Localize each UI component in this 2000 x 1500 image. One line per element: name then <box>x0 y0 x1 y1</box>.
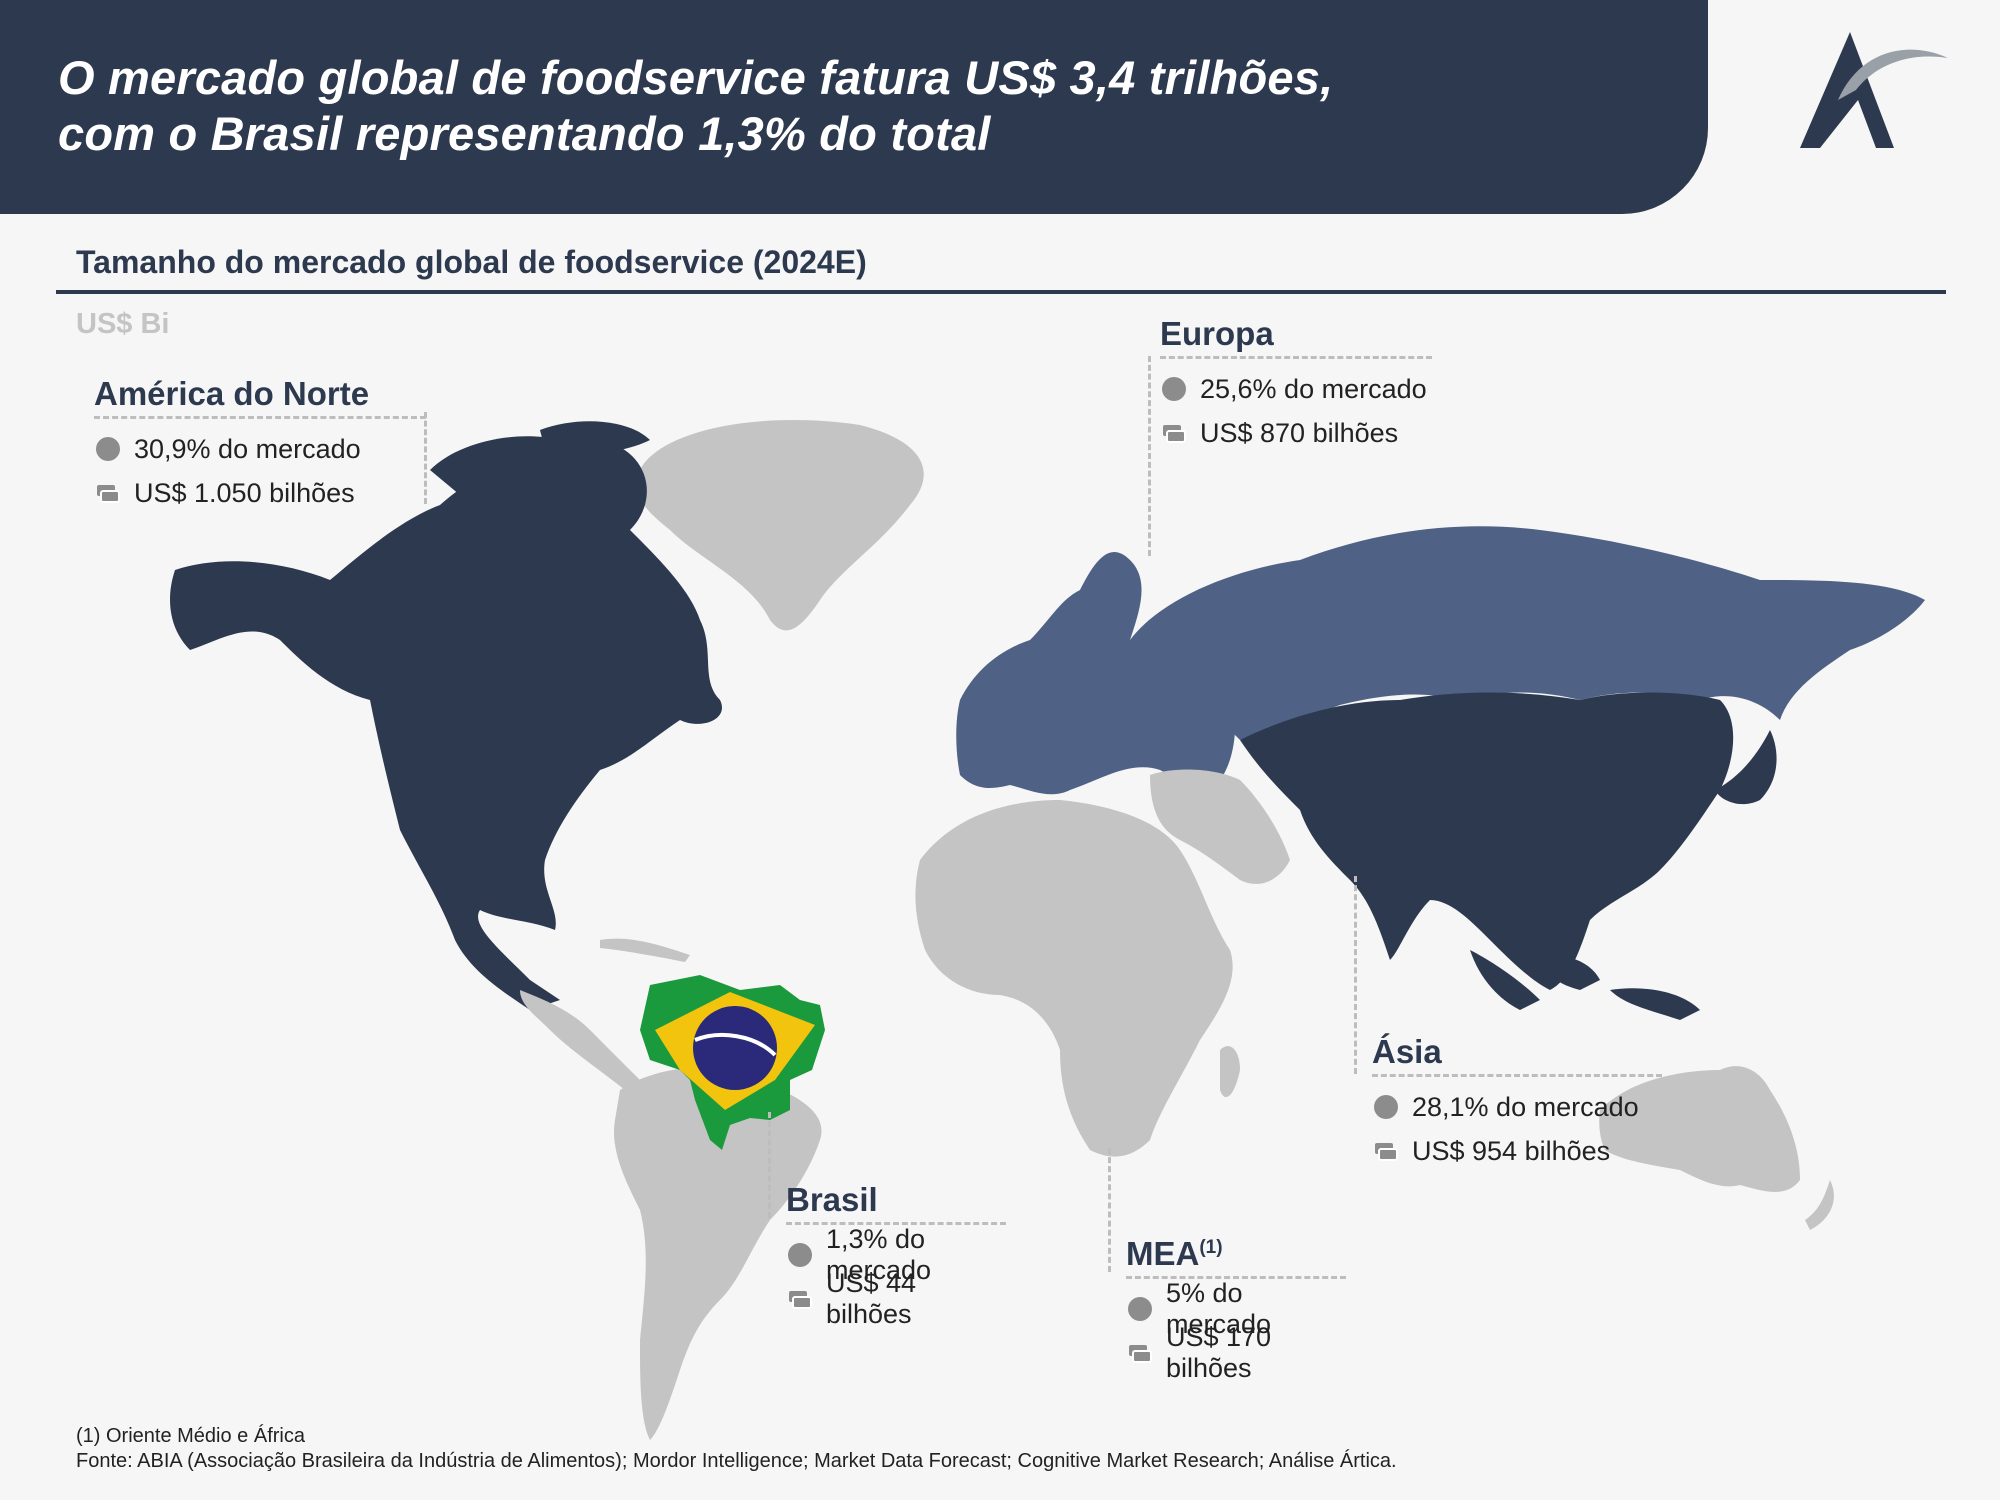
asia-shape <box>1240 692 1734 990</box>
title-line-2: com o Brasil representando 1,3% do total <box>58 107 991 160</box>
footnote: (1) Oriente Médio e África <box>76 1425 305 1447</box>
label-europe: Europa 25,6% do mercado US$ 870 bilhões <box>1160 314 1432 455</box>
title-divider <box>56 290 1946 294</box>
leader-mea <box>1108 1148 1111 1272</box>
region-value: US$ 170 bilhões <box>1166 1322 1272 1383</box>
region-name: Ásia <box>1372 1033 1442 1070</box>
region-name: MEA(1) <box>1126 1234 1346 1276</box>
region-name: Europa <box>1160 315 1274 352</box>
label-brazil: Brasil 1,3% do mercado US$ 44 bilhões <box>786 1180 1006 1329</box>
region-name: Brasil <box>786 1181 878 1218</box>
region-name: América do Norte <box>94 375 370 412</box>
unit-label: US$ Bi <box>76 308 170 340</box>
region-value: US$ 954 bilhões <box>1412 1135 1611 1166</box>
region-share: 28,1% do mercado <box>1412 1091 1639 1122</box>
greenland-shape <box>636 420 924 631</box>
middle-east-shape <box>1150 769 1290 884</box>
region-share: 30,9% do mercado <box>134 433 361 464</box>
label-north-america: América do Norte 30,9% do mercado US$ 1.… <box>94 374 426 515</box>
label-asia: Ásia 28,1% do mercado US$ 954 bilhões <box>1372 1032 1662 1173</box>
region-value: US$ 870 bilhões <box>1200 417 1399 448</box>
region-share: 5% do mercado <box>1166 1278 1272 1339</box>
footer: (1) Oriente Médio e África Fonte: ABIA (… <box>76 1424 1397 1474</box>
russia-shape <box>1130 526 1925 740</box>
share-dot-icon <box>1162 377 1186 401</box>
europe-shape <box>956 551 1236 795</box>
money-icon <box>1129 1345 1152 1363</box>
footnote-ref: (1) <box>1199 1237 1223 1258</box>
australia-shape <box>1599 1066 1800 1192</box>
share-dot-icon <box>788 1243 812 1267</box>
leader-asia <box>1354 876 1357 1074</box>
north-america-shape <box>170 440 722 1010</box>
share-dot-icon <box>1374 1095 1398 1119</box>
artica-logo-icon <box>1800 32 1948 148</box>
leader-europe <box>1148 356 1151 556</box>
money-icon <box>1375 1143 1398 1161</box>
region-share: 25,6% do mercado <box>1200 373 1427 404</box>
region-value: US$ 1.050 bilhões <box>134 477 355 508</box>
title-line-1: O mercado global de foodservice fatura U… <box>58 51 1334 104</box>
africa-shape <box>915 800 1233 1157</box>
source-note: Fonte: ABIA (Associação Brasileira da In… <box>76 1450 1397 1472</box>
share-dot-icon <box>96 437 120 461</box>
money-icon <box>789 1291 812 1309</box>
leader-brazil <box>768 1112 771 1218</box>
page-title: O mercado global de foodservice fatura U… <box>58 50 1333 162</box>
header-banner: O mercado global de foodservice fatura U… <box>0 0 1708 214</box>
region-value: US$ 44 bilhões <box>826 1268 917 1329</box>
share-dot-icon <box>1128 1297 1152 1321</box>
brazil-flag-shape <box>640 975 825 1150</box>
money-icon <box>1163 425 1186 443</box>
central-america-shape <box>520 990 640 1090</box>
leader-north-america <box>424 412 427 504</box>
chart-title: Tamanho do mercado global de foodservice… <box>76 244 867 280</box>
money-icon <box>97 485 120 503</box>
region-share: 1,3% do mercado <box>826 1224 932 1285</box>
label-mea: MEA(1) 5% do mercado US$ 170 bilhões <box>1126 1234 1346 1383</box>
region-name-text: MEA <box>1126 1235 1200 1272</box>
